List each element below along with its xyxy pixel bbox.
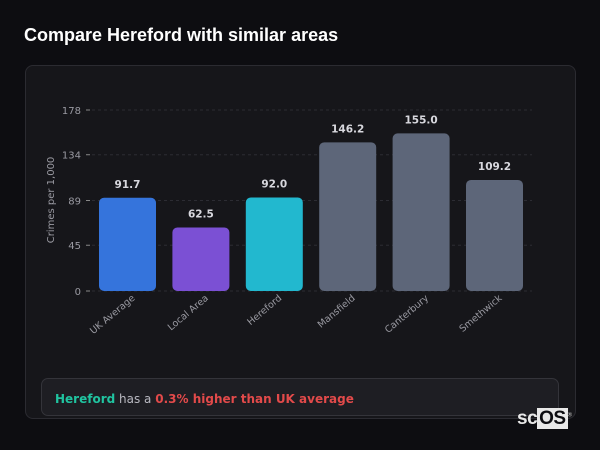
y-axis-label: Crimes per 1,000: [46, 157, 57, 244]
bar[interactable]: [172, 227, 230, 291]
bar[interactable]: [319, 142, 377, 291]
bar-value-label: 91.7: [115, 179, 141, 191]
x-tick-label: Mansfield: [316, 293, 358, 331]
bar[interactable]: [466, 179, 523, 291]
y-tick-label: 178: [62, 106, 81, 117]
summary-comparison: 0.3% higher than UK average: [155, 392, 354, 406]
y-tick-label: 45: [68, 241, 81, 252]
x-tick-label: Canterbury: [383, 293, 431, 336]
bar[interactable]: [245, 197, 303, 291]
summary-text: has a: [115, 392, 156, 406]
x-tick-label: Hereford: [245, 293, 284, 328]
x-tick-label: UK Average: [88, 293, 137, 337]
bar-value-label: 155.0: [404, 114, 437, 126]
page-title: Compare Hereford with similar areas: [24, 25, 339, 45]
summary-box: Hereford has a 0.3% higher than UK avera…: [41, 378, 559, 416]
bar-value-label: 146.2: [331, 123, 364, 135]
y-tick-label: 134: [62, 151, 81, 162]
bar[interactable]: [392, 133, 450, 291]
y-tick-label: 0: [75, 287, 81, 298]
bar-value-label: 62.5: [188, 208, 214, 220]
y-tick-label: 89: [68, 197, 81, 208]
bar-value-label: 92.0: [261, 178, 287, 190]
summary-area: Hereford: [55, 392, 116, 406]
logo: sc OS ®: [517, 408, 572, 429]
x-tick-label: Local Area: [166, 293, 211, 333]
x-tick-label: Smethwick: [458, 293, 505, 335]
bar[interactable]: [99, 197, 156, 291]
bar-value-label: 109.2: [478, 161, 511, 173]
